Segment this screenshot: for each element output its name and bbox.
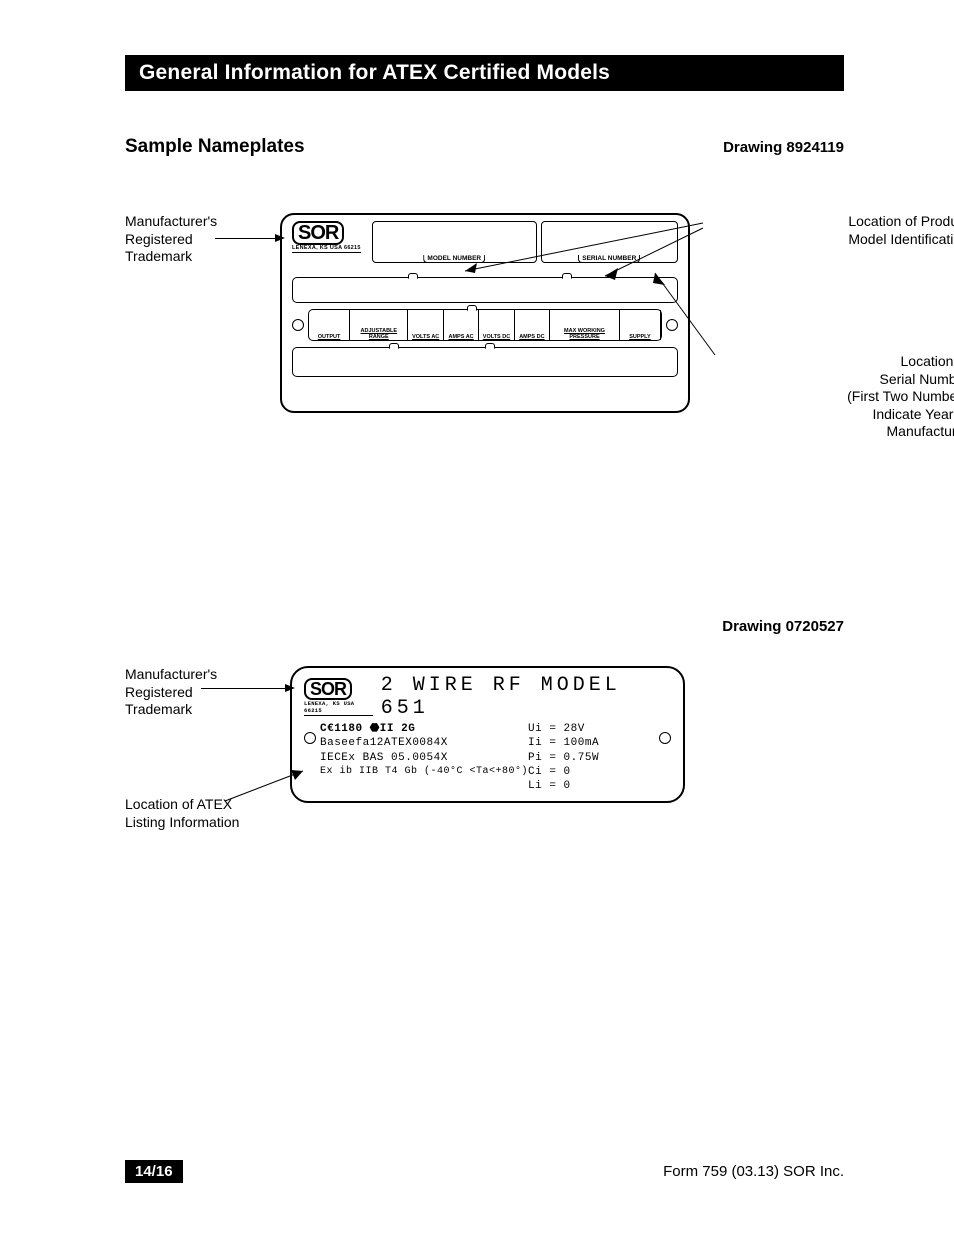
np2-line: Ii = 100mA xyxy=(528,736,659,750)
np2-line: Ci = 0 xyxy=(528,765,659,779)
callout-line: Serial Number xyxy=(847,371,954,389)
section-title: Sample Nameplates xyxy=(125,136,305,158)
np2-line: C€1180 ⬣II 2G xyxy=(320,722,528,736)
np2-right-col: Ui = 28V Ii = 100mA Pi = 0.75W Ci = 0 Li… xyxy=(528,722,659,793)
notch xyxy=(485,343,495,349)
leader-line xyxy=(215,238,275,239)
screw-hole-icon xyxy=(304,732,316,744)
cell-output: OUTPUT xyxy=(309,310,350,340)
header-bar: General Information for ATEX Certified M… xyxy=(125,55,844,91)
diagram-2: Manufacturer's Registered Trademark Loca… xyxy=(125,666,844,866)
plate-row-labels: OUTPUT ADJUSTABLE RANGE VOLTS AC AMPS AC… xyxy=(292,309,678,341)
form-id: Form 759 (03.13) SOR Inc. xyxy=(663,1163,844,1180)
notch xyxy=(467,305,477,311)
callout-line: Registered xyxy=(125,684,217,702)
callout-line: (First Two Numbers xyxy=(847,388,954,406)
sor-logo: SOR xyxy=(292,221,344,245)
cell-vdc: VOLTS DC xyxy=(479,310,514,340)
callout-line: Listing Information xyxy=(125,814,239,832)
logo-subtext: LENEXA, KS USA 66215 xyxy=(292,245,361,253)
section-header-row: Sample Nameplates Drawing 8924119 xyxy=(125,136,844,158)
callout-line: Manufacturer's xyxy=(125,213,217,231)
callout-line: Manufacturer's xyxy=(125,666,217,684)
np2-line: Ex ib IIB T4 Gb (-40°C <Ta<+80°) xyxy=(320,765,528,778)
logo-subtext: LENEXA, KS USA 66215 xyxy=(304,700,373,716)
nameplate-2: SOR LENEXA, KS USA 66215 2 WIRE RF MODEL… xyxy=(290,666,685,803)
footer: 14/16 Form 759 (03.13) SOR Inc. xyxy=(125,1160,844,1183)
np2-line: Li = 0 xyxy=(528,779,659,793)
np2-line: IECEx BAS 05.0054X xyxy=(320,751,528,765)
callout-line: Registered xyxy=(125,231,217,249)
callout-model: Location of Product Model Identification xyxy=(848,213,954,248)
logo-box: SOR LENEXA, KS USA 66215 xyxy=(304,678,373,716)
header-title: General Information for ATEX Certified M… xyxy=(139,61,610,84)
callout-line: Indicate Year of xyxy=(847,406,954,424)
page-number: 14/16 xyxy=(125,1160,183,1183)
row2-fields: OUTPUT ADJUSTABLE RANGE VOLTS AC AMPS AC… xyxy=(308,309,662,341)
callout-line: Trademark xyxy=(125,701,217,719)
cell-vac: VOLTS AC xyxy=(408,310,443,340)
np2-title: 2 WIRE RF MODEL 651 xyxy=(381,674,671,720)
notch xyxy=(389,343,399,349)
notch xyxy=(408,273,418,279)
cell-range: ADJUSTABLE RANGE xyxy=(350,310,408,340)
diagram-1: Manufacturer's Registered Trademark Loca… xyxy=(125,213,844,473)
np2-line: Pi = 0.75W xyxy=(528,751,659,765)
cell-aac: AMPS AC xyxy=(444,310,479,340)
callout-line: Model Identification xyxy=(848,231,954,249)
np2-title-row: SOR LENEXA, KS USA 66215 2 WIRE RF MODEL… xyxy=(304,674,671,720)
np2-line: Baseefa12ATEX0084X xyxy=(320,736,528,750)
np2-left-col: C€1180 ⬣II 2G Baseefa12ATEX0084X IECEx B… xyxy=(320,722,528,778)
leader-svg xyxy=(625,273,745,363)
callout-line: Manufacture) xyxy=(847,423,954,441)
plate-row-blank xyxy=(292,347,678,377)
page: General Information for ATEX Certified M… xyxy=(0,0,954,1235)
callout-line: Location of Product xyxy=(848,213,954,231)
cell-adc: AMPS DC xyxy=(515,310,550,340)
sor-logo: SOR xyxy=(304,678,352,700)
np2-line: Ui = 28V xyxy=(528,722,659,736)
callout-atex: Location of ATEX Listing Information xyxy=(125,796,239,831)
drawing-label-1: Drawing 8924119 xyxy=(723,139,844,156)
callout-trademark-2: Manufacturer's Registered Trademark xyxy=(125,666,217,719)
leader-line xyxy=(201,688,286,689)
callout-serial: Location of Serial Number (First Two Num… xyxy=(847,353,954,441)
logo-box: SOR LENEXA, KS USA 66215 xyxy=(292,221,372,271)
cell-maxp: MAX WORKING PRESSURE xyxy=(550,310,620,340)
callout-line: Location of xyxy=(847,353,954,371)
drawing-label-2: Drawing 0720527 xyxy=(722,618,844,635)
screw-hole-icon xyxy=(292,319,304,331)
callout-line: Location of ATEX xyxy=(125,796,239,814)
screw-hole-icon xyxy=(659,732,671,744)
np2-body: C€1180 ⬣II 2G Baseefa12ATEX0084X IECEx B… xyxy=(304,722,671,793)
callout-trademark: Manufacturer's Registered Trademark xyxy=(125,213,217,266)
drawing-2-label-row: Drawing 0720527 xyxy=(125,618,844,636)
callout-line: Trademark xyxy=(125,248,217,266)
